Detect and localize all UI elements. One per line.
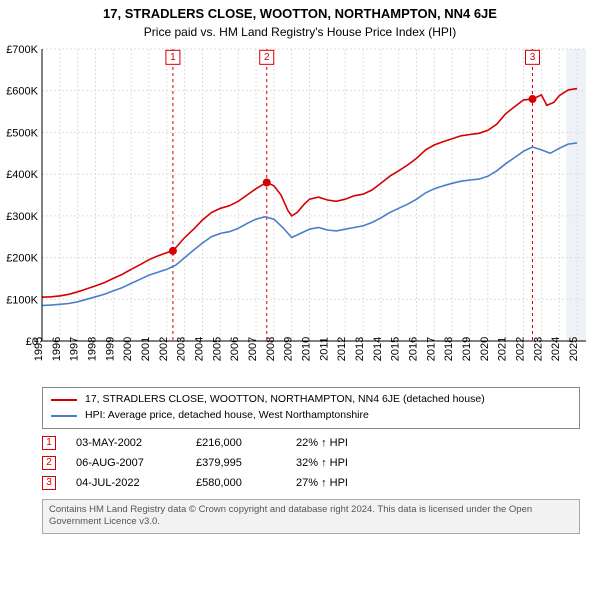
svg-text:2020: 2020 [479,337,491,361]
svg-text:2004: 2004 [194,337,206,361]
svg-text:2015: 2015 [390,337,402,361]
sale-row: 2 06-AUG-2007 £379,995 32% ↑ HPI [42,453,580,473]
sale-diff: 32% ↑ HPI [296,457,386,469]
legend-swatch-hpi [51,415,77,417]
svg-text:1995: 1995 [33,337,45,361]
svg-text:2005: 2005 [211,337,223,361]
sale-price: £580,000 [196,477,276,489]
price-chart: £0£100K£200K£300K£400K£500K£600K£700K199… [0,41,600,381]
sale-date: 06-AUG-2007 [76,457,176,469]
sale-rows: 1 03-MAY-2002 £216,000 22% ↑ HPI 2 06-AUG-200… [42,433,580,493]
sale-price: £216,000 [196,437,276,449]
svg-text:£700K: £700K [6,44,38,56]
sale-price: £379,995 [196,457,276,469]
sale-diff: 27% ↑ HPI [296,477,386,489]
svg-text:£500K: £500K [6,127,38,139]
svg-text:2002: 2002 [158,337,170,361]
sale-diff: 22% ↑ HPI [296,437,386,449]
sale-marker-icon: 1 [42,436,56,450]
svg-text:1998: 1998 [87,337,99,361]
svg-text:2012: 2012 [336,337,348,361]
svg-text:2008: 2008 [265,337,277,361]
svg-text:2001: 2001 [140,337,152,361]
svg-text:£100K: £100K [6,294,38,306]
chart-container: £0£100K£200K£300K£400K£500K£600K£700K199… [0,41,600,381]
svg-text:2018: 2018 [443,337,455,361]
svg-text:1: 1 [170,52,176,63]
attribution-box: Contains HM Land Registry data © Crown c… [42,499,580,535]
legend-swatch-property [51,399,77,401]
legend-label-hpi: HPI: Average price, detached house, West… [85,408,369,424]
svg-text:2021: 2021 [497,337,509,361]
svg-text:2010: 2010 [301,337,313,361]
attribution-text: Contains HM Land Registry data © Crown c… [49,504,532,528]
sale-row: 3 04-JUL-2022 £580,000 27% ↑ HPI [42,473,580,493]
sale-date: 04-JUL-2022 [76,477,176,489]
svg-text:2017: 2017 [425,337,437,361]
sale-row: 1 03-MAY-2002 £216,000 22% ↑ HPI [42,433,580,453]
legend-box: 17, STRADLERS CLOSE, WOOTTON, NORTHAMPTO… [42,387,580,429]
svg-text:2016: 2016 [408,337,420,361]
svg-text:2019: 2019 [461,337,473,361]
sale-marker-icon: 2 [42,456,56,470]
svg-text:2024: 2024 [550,337,562,361]
page-title: 17, STRADLERS CLOSE, WOOTTON, NORTHAMPTO… [0,6,600,21]
legend-row-property: 17, STRADLERS CLOSE, WOOTTON, NORTHAMPTO… [51,392,571,408]
svg-text:£400K: £400K [6,169,38,181]
svg-text:2009: 2009 [283,337,295,361]
svg-text:1997: 1997 [69,337,81,361]
svg-text:1999: 1999 [104,337,116,361]
svg-text:£600K: £600K [6,86,38,98]
svg-text:2000: 2000 [122,337,134,361]
svg-text:£200K: £200K [6,253,38,265]
title-block: 17, STRADLERS CLOSE, WOOTTON, NORTHAMPTO… [0,0,600,41]
svg-text:2025: 2025 [568,337,580,361]
svg-text:2013: 2013 [354,337,366,361]
svg-text:2014: 2014 [372,337,384,361]
svg-text:2007: 2007 [247,337,259,361]
svg-text:2006: 2006 [229,337,241,361]
svg-text:2: 2 [264,52,270,63]
legend-label-property: 17, STRADLERS CLOSE, WOOTTON, NORTHAMPTO… [85,392,485,408]
page-subtitle: Price paid vs. HM Land Registry's House … [0,25,600,39]
sale-marker-icon: 3 [42,476,56,490]
svg-text:£300K: £300K [6,211,38,223]
legend-row-hpi: HPI: Average price, detached house, West… [51,408,571,424]
svg-text:3: 3 [530,52,536,63]
svg-text:1996: 1996 [51,337,63,361]
svg-text:2023: 2023 [532,337,544,361]
sale-date: 03-MAY-2002 [76,437,176,449]
svg-text:2022: 2022 [515,337,527,361]
svg-text:2003: 2003 [176,337,188,361]
